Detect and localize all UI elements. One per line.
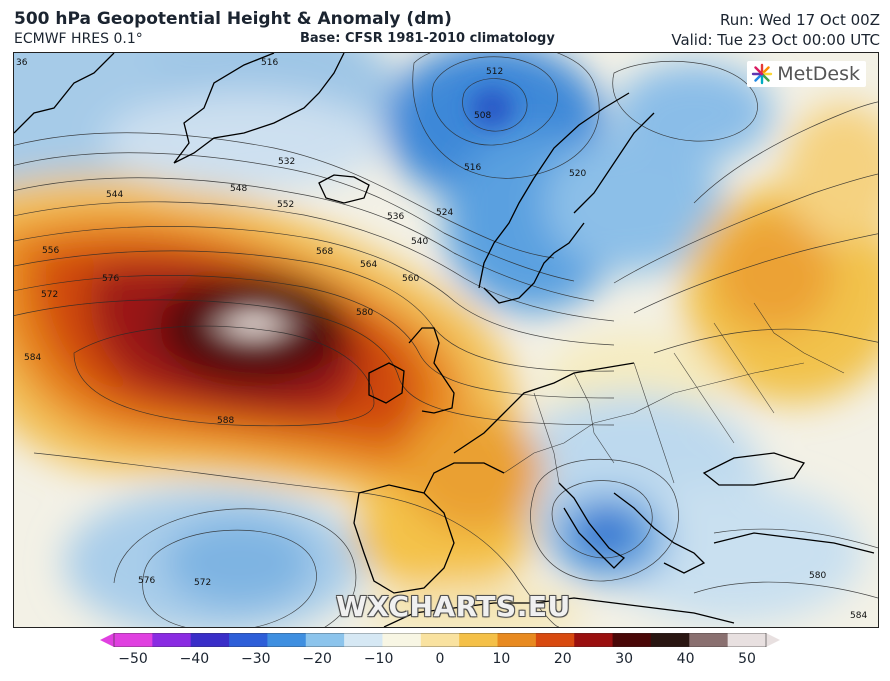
colorbar-segment bbox=[650, 633, 690, 647]
colorbar-segment bbox=[727, 633, 767, 647]
colorbar-segment bbox=[267, 633, 307, 647]
colorbar-segment bbox=[612, 633, 652, 647]
wxcharts-watermark: WXCHARTS.EU bbox=[336, 590, 571, 623]
colorbar-segment bbox=[382, 633, 422, 647]
map-canvas bbox=[14, 53, 878, 627]
colorbar-segment bbox=[459, 633, 499, 647]
climatology-base: Base: CFSR 1981-2010 climatology bbox=[300, 31, 555, 46]
colorbar-tick: −30 bbox=[241, 651, 271, 667]
colorbar-segment bbox=[190, 633, 230, 647]
colorbar-max-arrow bbox=[766, 633, 780, 647]
country-borders bbox=[503, 302, 845, 484]
run-time: Run: Wed 17 Oct 00Z bbox=[720, 11, 880, 29]
metdesk-logo: MetDesk bbox=[747, 61, 866, 87]
anomaly-field bbox=[14, 53, 878, 627]
colorbar-segment bbox=[497, 633, 537, 647]
colorbar-tick: −40 bbox=[179, 651, 210, 667]
colorbar-tick: −20 bbox=[302, 651, 332, 667]
coastlines bbox=[14, 53, 875, 627]
colorbar-tick: 40 bbox=[676, 651, 695, 667]
colorbar-tick: 30 bbox=[615, 651, 634, 667]
colorbar-segment bbox=[152, 633, 192, 647]
height-contours bbox=[14, 53, 878, 627]
colorbar-tick: 0 bbox=[435, 651, 445, 667]
colorbar-tick: 20 bbox=[553, 651, 572, 667]
colorbar-tick: 50 bbox=[738, 651, 756, 667]
metdesk-logo-text: MetDesk bbox=[777, 63, 860, 85]
colorbar-segment bbox=[114, 633, 153, 647]
colorbar-segment bbox=[574, 633, 614, 647]
metdesk-starburst-icon bbox=[751, 63, 773, 85]
chart-title: 500 hPa Geopotential Height & Anomaly (d… bbox=[14, 9, 452, 29]
colorbar-segment bbox=[229, 633, 269, 647]
colorbar-segment bbox=[305, 633, 345, 647]
colorbar-segment bbox=[535, 633, 575, 647]
anomaly-map: 516 512 508 516 520 524 532 536 540 544 … bbox=[13, 52, 879, 628]
colorbar-tick: −50 bbox=[118, 651, 148, 667]
colorbar-segment bbox=[420, 633, 460, 647]
valid-time: Valid: Tue 23 Oct 00:00 UTC bbox=[671, 31, 880, 49]
colorbar-segment bbox=[344, 633, 384, 647]
colorbar-min-arrow bbox=[100, 633, 114, 647]
colorbar-segment bbox=[689, 633, 729, 647]
colorbar-tick: −10 bbox=[363, 651, 394, 667]
model-name: ECMWF HRES 0.1° bbox=[14, 31, 143, 47]
anomaly-colorbar bbox=[100, 633, 780, 647]
colorbar-tick: 10 bbox=[492, 651, 511, 667]
